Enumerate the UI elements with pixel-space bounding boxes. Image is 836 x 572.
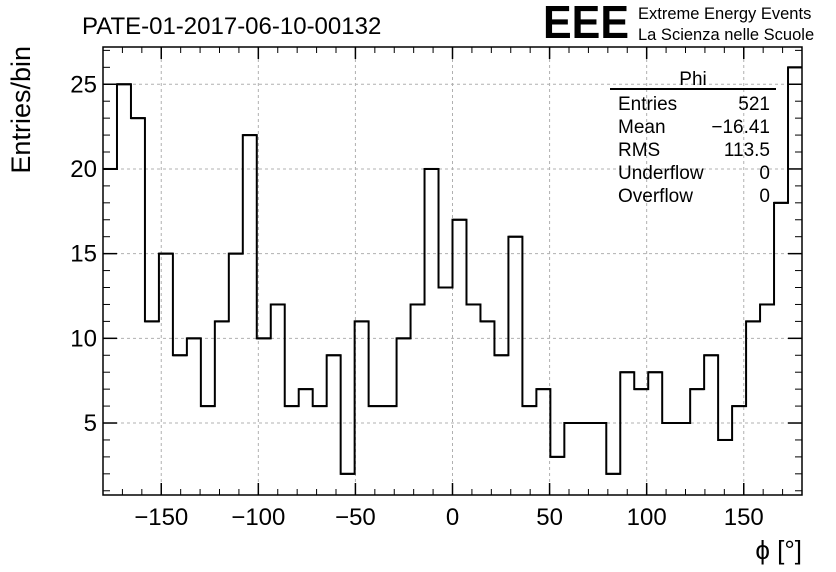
y-tick-label: 25 bbox=[70, 71, 97, 98]
eee-logo: EEE Extreme Energy Events La Scienza nel… bbox=[543, 0, 814, 48]
logo-line-2: La Scienza nelle Scuole bbox=[638, 26, 814, 44]
stats-box-rows: Entries 521 Mean −16.41 RMS 113.5 Underflow 0 Ov… bbox=[618, 94, 770, 207]
y-tick-label: 5 bbox=[84, 410, 97, 437]
stats-row-value: 113.5 bbox=[724, 140, 770, 161]
chart-title: PATE-01-2017-06-10-00132 bbox=[82, 13, 381, 40]
y-tick-label: 10 bbox=[70, 325, 97, 352]
x-tick-label: −50 bbox=[335, 504, 376, 531]
stats-row-label: RMS bbox=[618, 140, 660, 161]
x-tick-label: 100 bbox=[627, 504, 667, 531]
x-axis-ticks: −150 −100 −50 0 50 100 150 bbox=[134, 47, 764, 531]
stats-row-label: Mean bbox=[618, 117, 666, 138]
logo-line-1: Extreme Energy Events bbox=[638, 5, 811, 23]
x-tick-label: −100 bbox=[231, 504, 285, 531]
y-axis-label: Entries/bin bbox=[6, 46, 36, 174]
stats-row-value: 0 bbox=[759, 186, 770, 207]
x-tick-label: −150 bbox=[134, 504, 188, 531]
eee-logo-mark: EEE bbox=[543, 0, 629, 48]
stats-box: Phi Entries 521 Mean −16.41 RMS 113.5 Underflo… bbox=[610, 69, 776, 207]
x-axis-label: ϕ [°] bbox=[755, 535, 802, 565]
stats-row-value: 521 bbox=[738, 94, 770, 115]
histogram-bins bbox=[103, 66, 802, 475]
stats-box-title: Phi bbox=[679, 69, 706, 90]
stats-row-label: Entries bbox=[618, 94, 677, 115]
axis-minor-ticks bbox=[103, 47, 803, 495]
x-tick-label: 0 bbox=[446, 504, 459, 531]
x-tick-label: 150 bbox=[724, 504, 764, 531]
y-tick-label: 20 bbox=[70, 156, 97, 183]
stats-row-value: −16.41 bbox=[711, 117, 770, 138]
stats-row-label: Underflow bbox=[618, 163, 704, 184]
stats-row-value: 0 bbox=[759, 163, 770, 184]
y-axis-ticks: 5 10 15 20 25 bbox=[70, 71, 802, 437]
stats-row-label: Overflow bbox=[618, 186, 693, 207]
x-tick-label: 50 bbox=[536, 504, 563, 531]
y-tick-label: 15 bbox=[70, 241, 97, 268]
